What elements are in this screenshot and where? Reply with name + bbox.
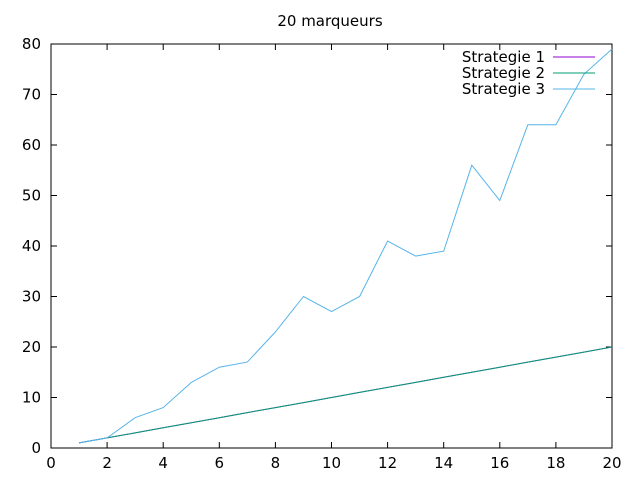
plot-frame: [50, 43, 613, 449]
x-tick-label: 18: [546, 454, 565, 472]
series-line-2: [78, 346, 613, 444]
y-tick-label: 80: [22, 35, 41, 53]
series-line-3: [78, 48, 613, 444]
x-tick-label: 16: [490, 454, 509, 472]
y-tick-label: 40: [22, 237, 41, 255]
x-tick-label: 6: [215, 454, 225, 472]
x-tick-label: 20: [602, 454, 621, 472]
x-tick-label: 14: [434, 454, 453, 472]
x-tick-label: 2: [102, 454, 112, 472]
legend-label: Strategie 2: [462, 64, 545, 82]
x-tick-label: 8: [271, 454, 281, 472]
x-tick-label: 4: [158, 454, 168, 472]
axes: 0 2 4 6 8 10 12 14 16 18 20 0 10 20 30 40 50 60 70 80: [22, 35, 622, 472]
series-lines: [78, 48, 613, 444]
y-tick-label: 20: [22, 338, 41, 356]
y-tick-label: 0: [31, 439, 41, 457]
chart-title: 20 marqueurs: [277, 12, 382, 30]
x-tick-label: 12: [378, 454, 397, 472]
y-tick-label: 70: [22, 86, 41, 104]
legend-label: Strategie 1: [462, 48, 545, 66]
y-tick-label: 50: [22, 187, 41, 205]
y-tick-label: 10: [22, 389, 41, 407]
y-tick-label: 30: [22, 288, 41, 306]
x-tick-label: 0: [46, 454, 56, 472]
y-tick-label: 60: [22, 136, 41, 154]
legend-label: Strategie 3: [462, 80, 545, 98]
x-tick-label: 10: [322, 454, 341, 472]
